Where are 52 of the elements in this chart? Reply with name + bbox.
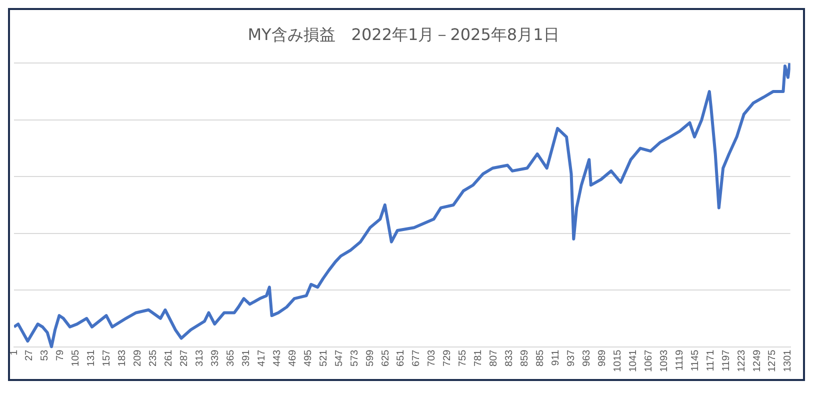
x-tick-label: 1015 <box>612 349 624 372</box>
x-tick-label: 417 <box>256 349 268 366</box>
x-tick-label: 105 <box>70 349 82 366</box>
x-tick-label: 651 <box>396 349 407 366</box>
x-tick-label: 235 <box>148 349 160 366</box>
x-tick-label: 1301 <box>782 349 794 372</box>
x-tick-label: 313 <box>194 349 206 366</box>
x-tick-label: 677 <box>411 349 422 366</box>
x-tick-label: 157 <box>102 349 113 366</box>
x-tick-label: 521 <box>318 349 330 366</box>
x-tick-label: 833 <box>504 349 516 366</box>
x-tick-label: 261 <box>164 349 175 366</box>
x-tick-label: 495 <box>302 349 314 366</box>
x-tick-label: 703 <box>426 349 438 366</box>
x-tick-label: 131 <box>86 349 98 366</box>
x-tick-label: 469 <box>287 349 298 366</box>
x-tick-label: 339 <box>210 349 221 366</box>
chart-title: MY含み損益 2022年1月－2025年8月1日 <box>248 24 560 44</box>
x-tick-label: 391 <box>240 349 252 366</box>
x-tick-label: 547 <box>334 349 345 366</box>
x-tick-label: 937 <box>566 349 578 366</box>
x-tick-label: 599 <box>364 349 376 366</box>
x-tick-label: 1197 <box>720 349 732 372</box>
x-tick-label: 53 <box>40 349 51 361</box>
x-tick-label: 1249 <box>752 349 763 372</box>
x-tick-label: 183 <box>117 349 128 366</box>
x-tick-label: 989 <box>596 349 608 366</box>
x-tick-label: 1041 <box>628 349 639 372</box>
x-tick-label: 27 <box>24 349 36 361</box>
x-tick-label: 1067 <box>643 349 654 372</box>
x-tick-label: 443 <box>272 349 283 366</box>
x-tick-label: 859 <box>520 349 531 366</box>
x-tick-label: 209 <box>132 349 144 366</box>
x-tick-label: 807 <box>488 349 500 366</box>
x-tick-label: 79 <box>55 349 66 361</box>
x-tick-label: 963 <box>581 349 592 366</box>
x-tick-label: 885 <box>535 349 546 366</box>
x-tick-label: 911 <box>550 349 562 366</box>
x-tick-label: 1145 <box>690 349 701 372</box>
x-tick-label: 1223 <box>736 349 748 372</box>
x-tick-label: 287 <box>179 349 190 366</box>
x-tick-label: 1 <box>8 349 20 356</box>
x-tick-label: 729 <box>442 349 454 366</box>
x-tick-label: 1119 <box>674 349 686 371</box>
x-tick-label: 625 <box>380 349 392 366</box>
x-tick-label: 365 <box>225 349 236 366</box>
x-tick-label: 755 <box>458 349 469 366</box>
x-tick-label: 1171 <box>705 349 716 372</box>
x-tick-label: 781 <box>473 349 484 366</box>
x-tick-label: 1093 <box>658 349 670 372</box>
x-tick-label: 573 <box>349 349 360 366</box>
x-tick-label: 1275 <box>767 349 778 372</box>
